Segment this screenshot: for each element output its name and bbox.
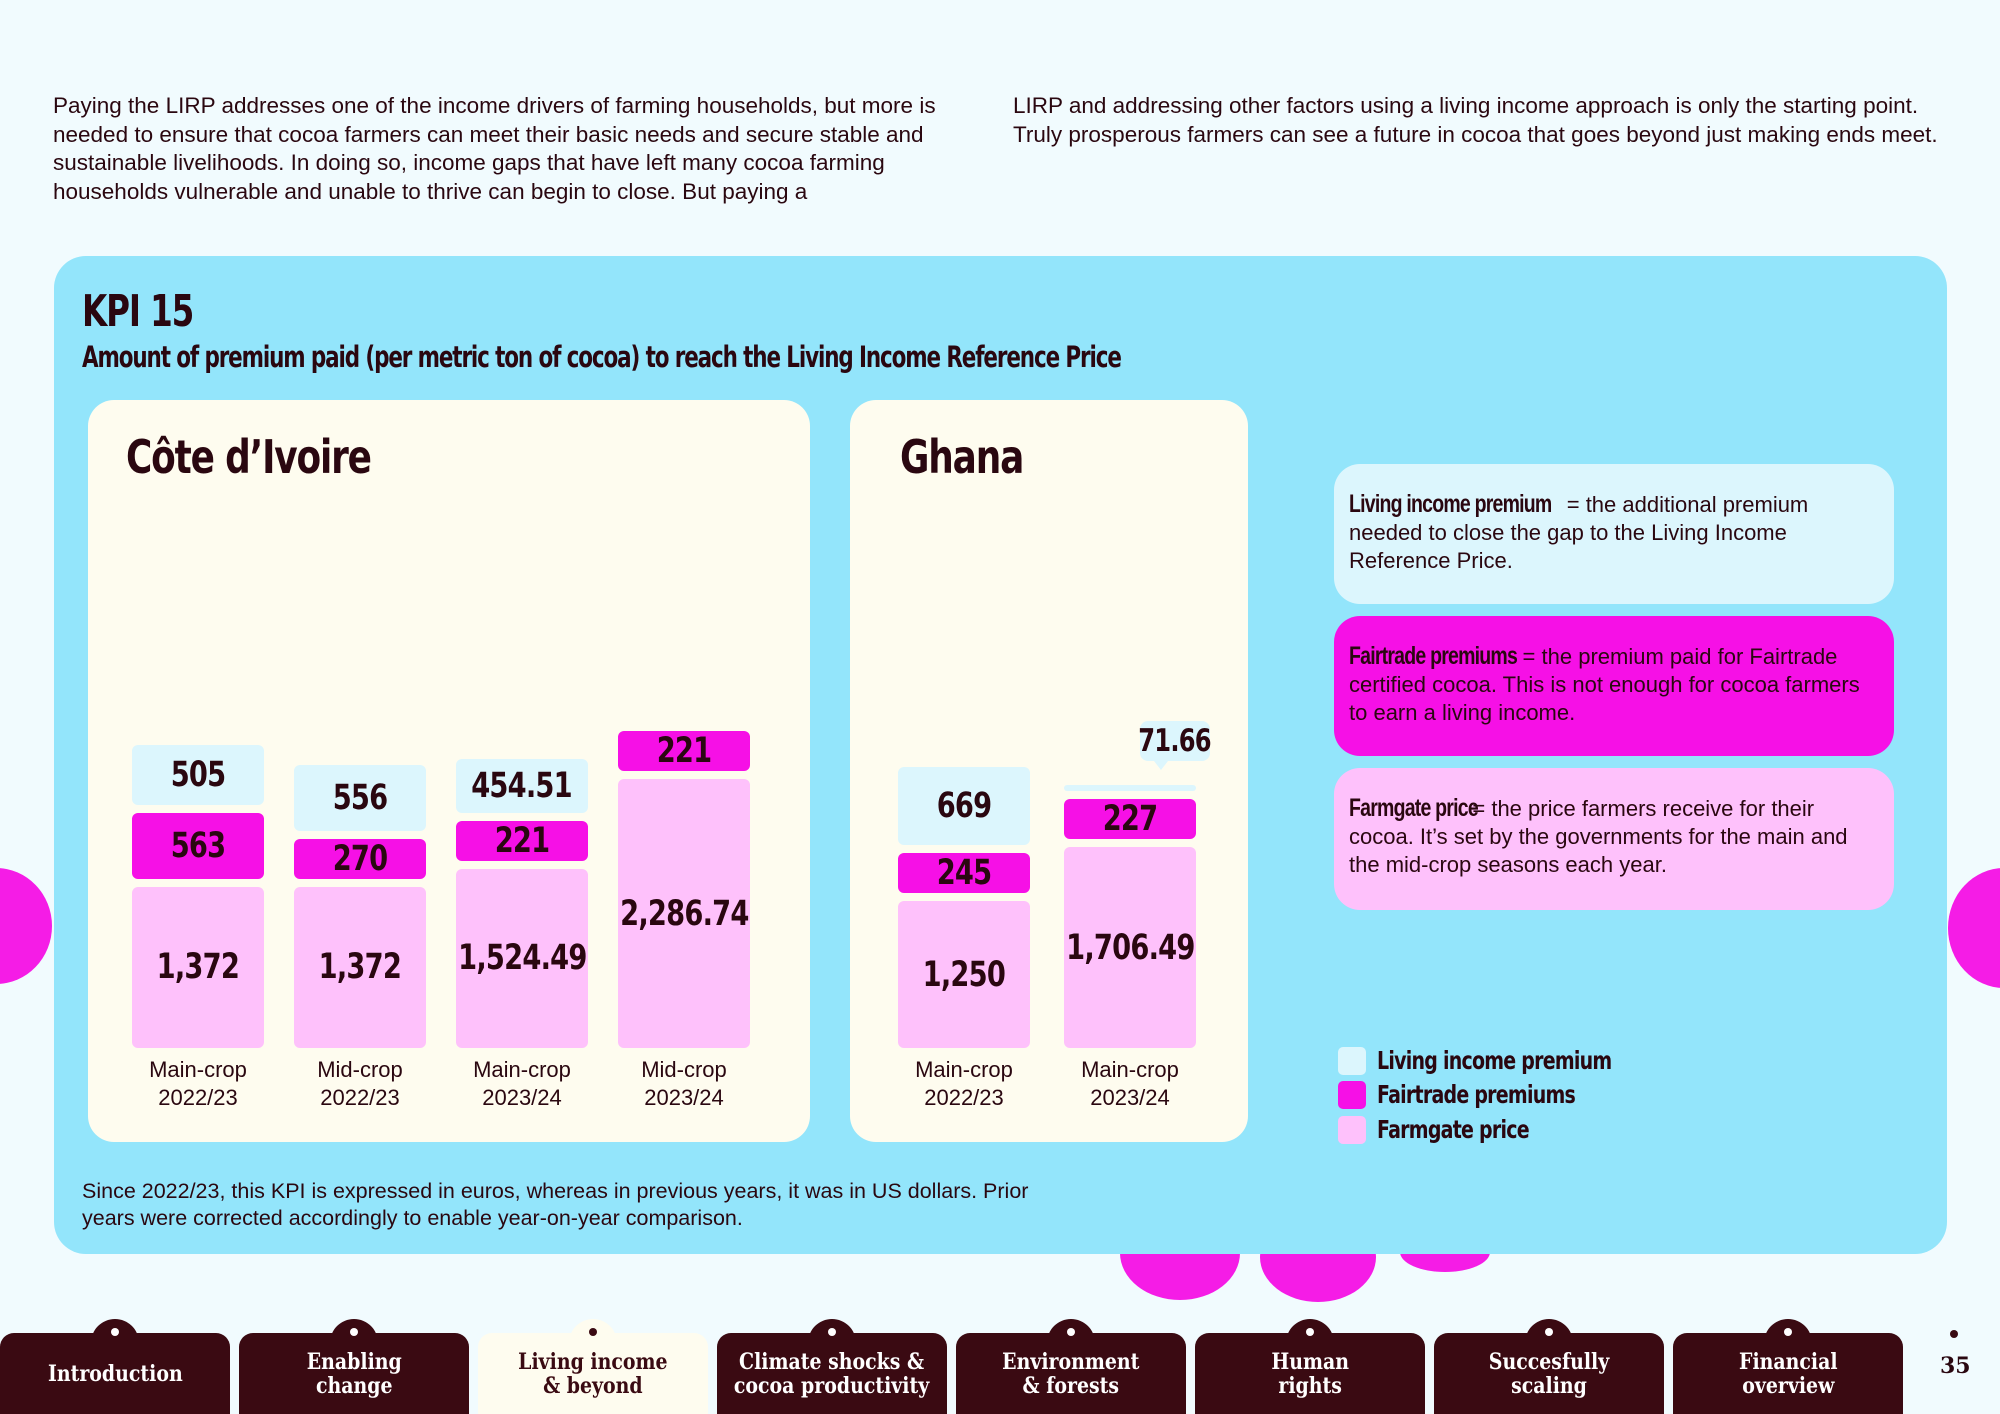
kpi-panel: KPI 15 Amount of premium paid (per metri… xyxy=(54,256,1947,1254)
nav-tab-label: Introduction xyxy=(47,1360,183,1387)
legend-swatch xyxy=(1338,1080,1366,1109)
nav-tab-notch xyxy=(1286,1319,1334,1343)
nav-tab-notch xyxy=(808,1319,856,1343)
kpi-title: KPI 15 xyxy=(82,286,194,337)
nav-tab-label: Financial overview xyxy=(1738,1348,1838,1399)
fairtrade-premium-segment: 221 xyxy=(456,820,588,861)
decorative-blob-right xyxy=(1948,868,2000,988)
legend-swatch xyxy=(1338,1046,1366,1075)
value-label: 2,286.74 xyxy=(619,893,749,934)
chart-title-cote-divoire: Côte d’Ivoire xyxy=(126,430,372,484)
chart-card-ghana: Ghana 1,250 245 669 Main-crop 2022/23 1,706.… xyxy=(850,400,1248,1142)
nav-tab-label: Living income & beyond xyxy=(518,1348,668,1399)
definition-term: Fairtrade premiums xyxy=(1349,642,1518,670)
fairtrade-premium-segment: 563 xyxy=(132,812,264,879)
kpi-subtitle: Amount of premium paid (per metric ton o… xyxy=(82,340,1122,374)
value-label: 556 xyxy=(332,778,388,819)
value-label: 221 xyxy=(656,731,712,772)
nav-tab-label: Enabling change xyxy=(306,1348,402,1399)
nav-tab-label: Human rights xyxy=(1271,1348,1349,1399)
value-label: 1,706.49 xyxy=(1065,927,1195,968)
legend-item-living-income-premium: Living income premium xyxy=(1338,1046,1685,1075)
definition-fairtrade-premiums: Fairtrade premiums = the premium paid fo… xyxy=(1334,616,1894,756)
definition-text: = the additional premium needed to close… xyxy=(1349,492,1809,573)
farmgate-price-segment: 1,706.49 xyxy=(1064,847,1196,1048)
definition-text: = the premium paid for Fairtrade certifi… xyxy=(1349,644,1860,725)
category-label: Mid-crop 2022/23 xyxy=(317,1057,403,1110)
category-label: Main-crop 2023/24 xyxy=(473,1057,571,1110)
nav-tab-enabling-change[interactable]: Enabling change xyxy=(239,1319,469,1414)
farmgate-price-segment: 1,372 xyxy=(132,886,264,1048)
category-label: Mid-crop 2023/24 xyxy=(641,1057,727,1110)
living-income-premium-segment: 669 xyxy=(898,766,1030,846)
nav-tab-label: Succesfully scaling xyxy=(1488,1348,1610,1399)
nav-tab-human-rights[interactable]: Human rights xyxy=(1195,1319,1425,1414)
value-callout: 71.66 xyxy=(1138,721,1212,762)
nav-tab-environment-forests[interactable]: Environment & forests xyxy=(956,1319,1186,1414)
page-number: 35 xyxy=(1940,1353,1971,1379)
intro-paragraph-left: Paying the LIRP addresses one of the inc… xyxy=(53,93,936,204)
value-label: 1,250 xyxy=(922,954,1006,995)
value-label: 221 xyxy=(494,820,550,861)
definition-farmgate-price: Farmgate price = the price farmers recei… xyxy=(1334,768,1894,910)
chart-card-cote-divoire: Côte d’Ivoire 1,372 563 505 Main-crop 2022/… xyxy=(88,400,810,1142)
farmgate-price-segment: 2,286.74 xyxy=(618,779,750,1048)
value-label: 270 xyxy=(332,838,388,879)
fairtrade-premium-segment: 221 xyxy=(618,731,750,772)
nav-tab-living-income[interactable]: Living income & beyond xyxy=(478,1319,708,1414)
legend-swatch xyxy=(1338,1115,1366,1144)
nav-tab-introduction[interactable]: Introduction xyxy=(0,1319,230,1414)
intro-paragraph-right: LIRP and addressing other factors using … xyxy=(1013,93,1938,147)
category-label: Main-crop 2023/24 xyxy=(1081,1057,1179,1110)
definition-text: = the price farmers receive for their co… xyxy=(1349,796,1848,877)
farmgate-price-segment: 1,524.49 xyxy=(456,868,588,1048)
farmgate-price-segment: 1,250 xyxy=(898,901,1030,1048)
value-label: 227 xyxy=(1102,799,1158,840)
chart-title-ghana: Ghana xyxy=(900,430,1024,484)
page-number-area: 35 xyxy=(1900,1333,2000,1414)
nav-tab-financial-overview[interactable]: Financial overview xyxy=(1673,1319,1903,1414)
nav-tab-notch xyxy=(1525,1319,1573,1343)
nav-tab-notch xyxy=(1764,1319,1812,1343)
definition-living-income-premium: Living income premium = the additional p… xyxy=(1334,464,1894,604)
value-label: 1,372 xyxy=(318,947,402,988)
value-label: 245 xyxy=(936,853,992,894)
nav-tab-notch xyxy=(1047,1319,1095,1343)
value-label: 505 xyxy=(170,754,226,795)
legend-label: Farmgate price xyxy=(1377,1115,1530,1144)
living-income-premium-segment: 505 xyxy=(132,745,264,805)
nav-tab-label: Climate shocks & cocoa productivity xyxy=(734,1348,930,1399)
value-label: 1,372 xyxy=(156,947,240,988)
nav-tab-succesfully-scaling[interactable]: Succesfully scaling xyxy=(1434,1319,1664,1414)
nav-tab-climate-shocks[interactable]: Climate shocks & cocoa productivity xyxy=(717,1319,947,1414)
fairtrade-premium-segment: 245 xyxy=(898,853,1030,894)
legend-label: Living income premium xyxy=(1377,1046,1612,1075)
value-label: 1,524.49 xyxy=(457,938,587,979)
definition-term: Living income premium xyxy=(1349,490,1552,518)
legend-item-farmgate-price: Farmgate price xyxy=(1338,1115,1577,1144)
page-marker-dot xyxy=(1950,1330,1958,1338)
value-label: 563 xyxy=(170,825,226,866)
category-label: Main-crop 2022/23 xyxy=(149,1057,247,1110)
nav-tab-notch xyxy=(330,1319,378,1343)
fairtrade-premium-segment: 227 xyxy=(1064,799,1196,840)
legend-label: Fairtrade premiums xyxy=(1377,1080,1576,1109)
callout-pointer xyxy=(1154,761,1168,771)
value-label: 669 xyxy=(936,785,992,826)
living-income-premium-segment xyxy=(1064,785,1196,792)
legend-item-fairtrade-premiums: Fairtrade premiums xyxy=(1338,1080,1638,1109)
living-income-premium-segment: 556 xyxy=(294,765,426,831)
nav-tab-notch xyxy=(569,1319,617,1343)
nav-tab-label: Environment & forests xyxy=(1002,1348,1140,1399)
fairtrade-premium-segment: 270 xyxy=(294,838,426,879)
living-income-premium-segment: 454.51 xyxy=(456,759,588,813)
decorative-blob-left xyxy=(0,868,52,984)
nav-tab-notch xyxy=(91,1319,139,1343)
farmgate-price-segment: 1,372 xyxy=(294,886,426,1048)
value-label: 71.66 xyxy=(1138,723,1212,760)
category-label: Main-crop 2022/23 xyxy=(915,1057,1013,1110)
footnote: Since 2022/23, this KPI is expressed in … xyxy=(82,1179,1029,1230)
definition-term: Farmgate price xyxy=(1349,794,1479,822)
value-label: 454.51 xyxy=(471,766,573,807)
